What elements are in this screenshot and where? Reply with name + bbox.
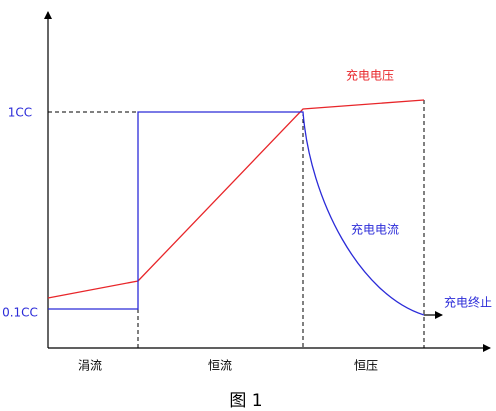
phase-label: 涓流: [78, 358, 102, 373]
phase-label: 恒流: [208, 359, 232, 373]
voltage-curve: [47, 99, 425, 299]
caption: 图 1: [229, 391, 262, 411]
guides: [48, 100, 425, 348]
voltage-label: 充电电压: [346, 68, 394, 83]
y-label: 0.1CC: [2, 306, 38, 320]
termination-label: 充电终止: [444, 295, 492, 310]
y-label: 1CC: [8, 106, 32, 120]
phase-label: 恒压: [354, 359, 378, 373]
current-curve: [48, 111, 425, 316]
current-label: 充电电流: [351, 222, 399, 237]
